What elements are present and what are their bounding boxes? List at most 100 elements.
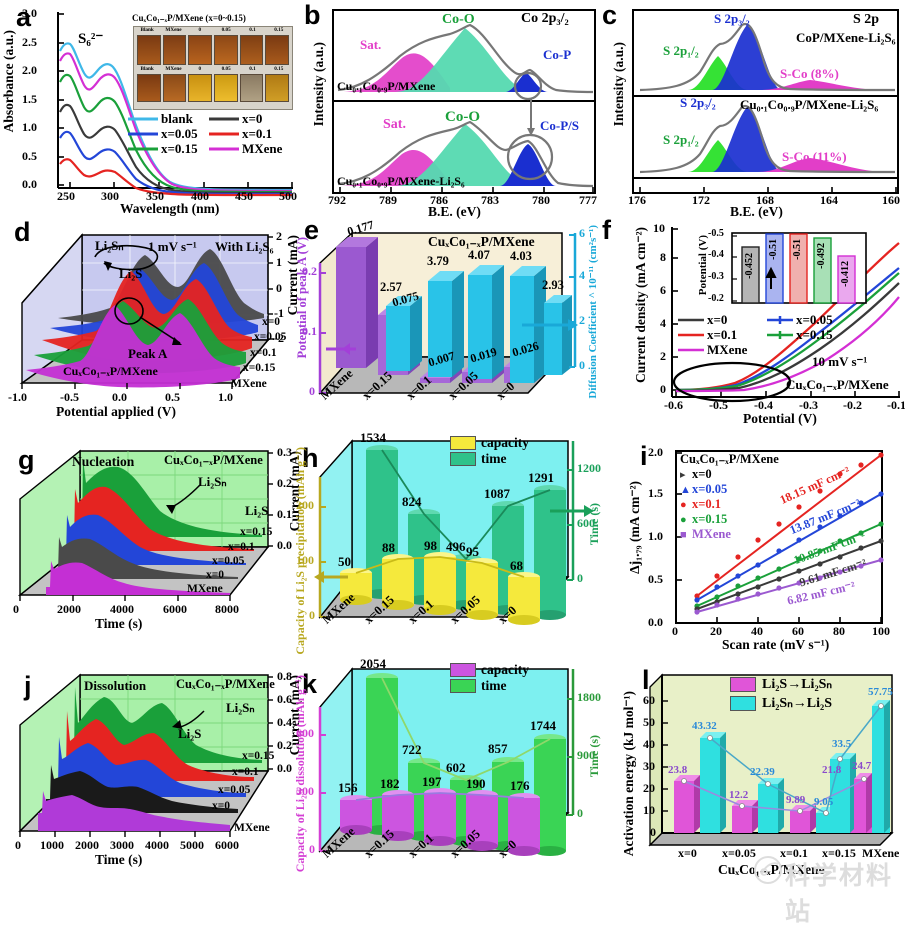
panel-i-xtick-3: 60 bbox=[792, 624, 804, 638]
panel-d-xlabel: Potential applied (V) bbox=[56, 404, 176, 419]
panel-i-ytick-2: 1.0 bbox=[648, 529, 663, 543]
vial bbox=[162, 74, 187, 102]
inset-header2-0: Blank bbox=[140, 66, 154, 72]
panel-e-plot bbox=[318, 231, 578, 395]
watermark: 科学材料站 bbox=[785, 863, 894, 926]
inset-header2-5: 0.15 bbox=[274, 66, 284, 72]
panel-b-xlabel: B.E. (eV) bbox=[428, 204, 481, 219]
panel-e-ytick-right-1: 2 bbox=[579, 313, 585, 327]
panel-l-ytick-3: 30 bbox=[643, 759, 655, 773]
panel-h-ytick-left-1: 100 bbox=[296, 553, 314, 567]
panel-c-sample-bottom: Cu₀.₁Co₀.₉P/MXene-Li₂S₆ bbox=[740, 97, 879, 112]
panel-f-inset: -0.2 -0.3 -0.4 -0.5 Potential (V) -0.452… bbox=[697, 229, 868, 309]
panel-c-peak-2p12-bot: S 2p₁/₂ bbox=[663, 132, 699, 147]
panel-i-legend-x01: x=0.1 bbox=[692, 497, 721, 512]
legend-swatch bbox=[678, 333, 704, 336]
panel-g-title: Nucleation bbox=[72, 454, 135, 469]
panel-k-val-176: 176 bbox=[510, 778, 530, 793]
panel-g-xlabel: Time (s) bbox=[95, 616, 143, 631]
panel-f-inset-val-3: -0.492 bbox=[816, 243, 827, 269]
panel-l-ytick-4: 40 bbox=[643, 737, 655, 751]
legend-swatch bbox=[128, 147, 158, 150]
panel-c-xtick-2: 168 bbox=[756, 193, 774, 207]
panel-d-ann3: Peak A bbox=[128, 346, 168, 361]
panel-g-ann2: Li₂S bbox=[245, 503, 269, 518]
panel-b-ylabel: Intensity (a.u.) bbox=[311, 42, 326, 127]
panel-b-xtick-0: 792 bbox=[328, 193, 346, 207]
panel-g-plot bbox=[17, 449, 273, 601]
panel-l-ylabel: Activation energy (kJ mol⁻¹) bbox=[621, 691, 636, 857]
panel-h-val-68: 68 bbox=[510, 558, 523, 573]
panel-h-label: h bbox=[302, 443, 319, 473]
panel-k-ylabel-right: Time (s) bbox=[587, 735, 601, 778]
panel-a-xtick-4: 450 bbox=[235, 189, 253, 203]
panel-d-label: d bbox=[14, 217, 31, 247]
panel-h-ytick-left-2: 200 bbox=[296, 498, 314, 512]
panel-b-xtick-4: 780 bbox=[532, 193, 550, 207]
panel-i-legend-mxene: MXene bbox=[692, 527, 731, 542]
panel-j-series-x015: x=0.15 bbox=[242, 750, 275, 762]
panel-b-xtick-3: 783 bbox=[481, 193, 499, 207]
panel-c-ylabel: Intensity (a.u.) bbox=[611, 42, 626, 127]
panel-f-legend-mxene: MXene bbox=[707, 342, 748, 357]
legend-marker-x015: ● bbox=[680, 513, 687, 526]
panel-k-val-1744: 1744 bbox=[530, 718, 556, 733]
panel-g-series-x01: x=0.1 bbox=[228, 541, 255, 553]
panel-l-label: l bbox=[642, 665, 650, 695]
legend-swatch-time bbox=[450, 452, 476, 466]
panel-k-val-156: 156 bbox=[338, 780, 358, 795]
panel-d-series-x0: x=0 bbox=[262, 316, 281, 328]
legend-swatch bbox=[678, 348, 704, 351]
panel-a-ytick-6: 3.0 bbox=[22, 6, 37, 20]
panel-i-legend-x0: x=0 bbox=[692, 467, 712, 482]
legend-swatch bbox=[128, 117, 158, 120]
panel-b-plot bbox=[332, 9, 596, 194]
panel-i-xtick-2: 40 bbox=[751, 624, 763, 638]
panel-h-legend-time: time bbox=[481, 451, 507, 467]
panel-e-val-293: 2.93 bbox=[542, 278, 564, 292]
panel-c-peak-sco-top: S-Co (8%) bbox=[780, 66, 839, 81]
panel-d-ytick-0: 2 bbox=[276, 229, 282, 243]
panel-d-scanrate: 1 mV s⁻¹ bbox=[148, 239, 197, 254]
panel-k-ytick-left-2: 600 bbox=[296, 726, 314, 740]
panel-c-sample-top: CoP/MXene-Li₂S₆ bbox=[796, 30, 896, 45]
panel-b-peak-cops-bot: Co-P/S bbox=[540, 118, 579, 133]
panel-f-xtick-5: -0.1 bbox=[887, 398, 905, 412]
panel-a-inset-photo: Blank MXene 0 0.05 0.1 0.15 Blank MXene … bbox=[133, 26, 293, 110]
panel-b-label: b bbox=[304, 0, 321, 30]
panel-i-ytick-4: 2.0 bbox=[648, 445, 663, 459]
panel-g-ytick-3: 0.3 bbox=[277, 445, 292, 459]
panel-j-series-mxene: MXene bbox=[234, 822, 270, 834]
panel-c-title-right: S 2p bbox=[853, 12, 880, 27]
panel-l-val-122: 12.2 bbox=[729, 789, 749, 801]
panel-k: k 2054 722 602 857 1744 156 182 1 bbox=[293, 657, 601, 894]
panel-l-cat-x005: x=0.05 bbox=[722, 846, 756, 860]
inset-header-0: Blank bbox=[140, 27, 154, 33]
legend-swatch-time bbox=[450, 679, 476, 693]
panel-d-base-label: CuₓCo₁₋ₓP/MXene bbox=[63, 364, 158, 378]
panel-l-val-247: 24.7 bbox=[852, 760, 872, 772]
vial bbox=[265, 74, 290, 102]
panel-h-legend-capacity: capacity bbox=[481, 435, 529, 451]
inset-header-5: 0.15 bbox=[274, 27, 284, 33]
inset-header-4: 0.1 bbox=[249, 27, 256, 33]
panel-j-ytick-2: 0.4 bbox=[277, 715, 292, 729]
panel-h-val-50: 50 bbox=[338, 554, 351, 569]
panel-j-label: j bbox=[24, 671, 32, 701]
panel-b-peak-cop-top: Co-P bbox=[543, 47, 572, 62]
panel-f-xtick-0: -0.6 bbox=[664, 398, 683, 412]
panel-e-ylabel-right: Diffusion Coefficient ^ 10⁻¹¹ (cm²s⁻¹) bbox=[587, 225, 599, 399]
panel-c-xtick-0: 176 bbox=[628, 193, 646, 207]
panel-i-label: i bbox=[640, 441, 648, 471]
panel-l-val-238: 23.8 bbox=[668, 764, 688, 776]
panel-a-xtick-2: 350 bbox=[146, 189, 164, 203]
panel-e-label: e bbox=[304, 215, 320, 245]
panel-h-ytick-right-2: 1200 bbox=[577, 461, 601, 475]
panel-g-series-x015: x=0.15 bbox=[240, 526, 273, 538]
panel-b-peak-sat-bot: Sat. bbox=[383, 117, 406, 132]
panel-f-inset-val-1: -0.51 bbox=[768, 239, 779, 260]
panel-e-ytick-right-0: 0 bbox=[579, 358, 585, 372]
vial bbox=[214, 74, 238, 102]
panel-l-val-2239: 22.39 bbox=[750, 766, 775, 778]
panel-l-cat-x01: x=0.1 bbox=[780, 846, 808, 860]
